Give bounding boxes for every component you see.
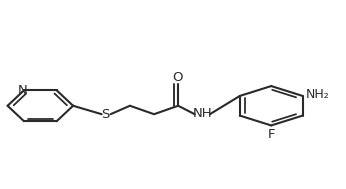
- Text: NH: NH: [192, 107, 212, 120]
- Text: S: S: [102, 108, 110, 121]
- Text: F: F: [267, 128, 275, 141]
- Text: N: N: [17, 84, 27, 97]
- Text: NH₂: NH₂: [306, 88, 330, 101]
- Text: O: O: [172, 70, 183, 84]
